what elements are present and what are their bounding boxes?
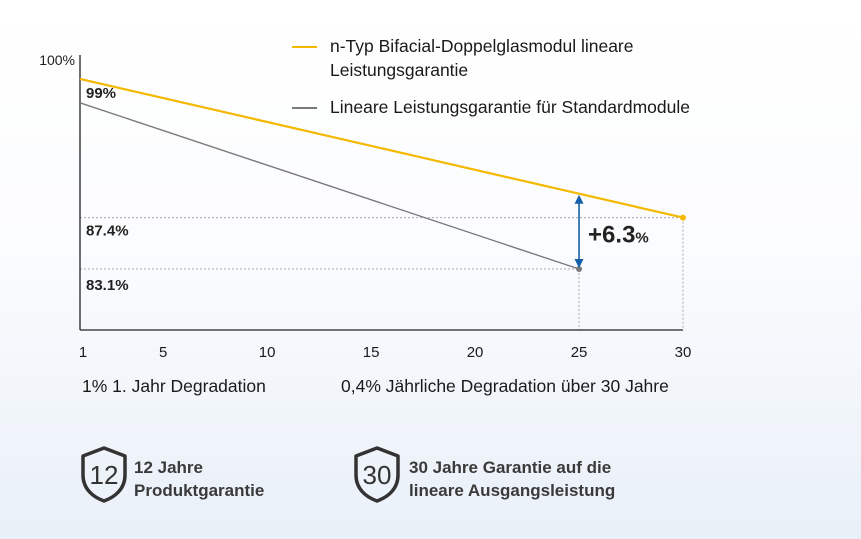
shield-12-icon: 12 bbox=[81, 446, 127, 503]
difference-arrow-head-up bbox=[574, 194, 584, 204]
shield-30-number: 30 bbox=[363, 460, 392, 490]
badge-product-warranty-line1: 12 Jahre bbox=[134, 458, 203, 477]
shield-30-icon: 30 bbox=[354, 446, 400, 503]
badge-product-warranty: 12 Jahre Produktgarantie bbox=[134, 456, 264, 502]
difference-unit: % bbox=[635, 229, 648, 246]
series-endpoint-bifacial bbox=[680, 214, 686, 221]
x-tick-25: 25 bbox=[571, 344, 588, 361]
caption-first-year-degradation: 1% 1. Jahr Degradation bbox=[82, 376, 266, 396]
label-standard-end-value: 83.1% bbox=[86, 277, 129, 294]
value-labels: 99% 87.4% 83.1% bbox=[86, 85, 129, 294]
badge-output-warranty: 30 Jahre Garantie auf die lineare Ausgan… bbox=[409, 456, 615, 502]
legend-label-standard: Lineare Leistungsgarantie für Standardmo… bbox=[330, 97, 690, 117]
x-tick-15: 15 bbox=[363, 344, 380, 361]
caption-annual-degradation: 0,4% Jährliche Degradation über 30 Jahre bbox=[341, 376, 669, 396]
difference-value: +6.3% bbox=[588, 221, 649, 248]
badge-output-warranty-line1: 30 Jahre Garantie auf die bbox=[409, 458, 612, 477]
x-tick-10: 10 bbox=[259, 344, 276, 361]
y-axis-top-label: 100% bbox=[39, 52, 75, 68]
guide-lines bbox=[80, 217, 684, 330]
series-line-standard bbox=[79, 102, 580, 270]
difference-arrow-head-down bbox=[574, 259, 584, 269]
x-tick-20: 20 bbox=[467, 344, 484, 361]
legend-swatch-standard bbox=[292, 107, 317, 109]
chart-series bbox=[79, 77, 686, 273]
warranty-chart: 100% 1 5 10 15 20 25 30 99%87.4%83.1% +6.3% bbox=[39, 52, 692, 361]
x-tick-1: 1 bbox=[79, 344, 87, 361]
legend-label-bifacial: n-Typ Bifacial-Doppelglasmodul lineare L… bbox=[330, 36, 634, 80]
difference-annotation: +6.3% bbox=[574, 194, 649, 269]
badge-product-warranty-line2: Produktgarantie bbox=[134, 481, 265, 500]
x-axis-ticks: 1 5 10 15 20 25 30 bbox=[79, 344, 692, 361]
difference-number: +6.3 bbox=[588, 221, 635, 248]
series-endpoint-standard bbox=[576, 266, 583, 273]
chart-axes: 100% bbox=[39, 52, 683, 331]
badge-output-warranty-line2: lineare Ausgangsleistung bbox=[409, 481, 616, 500]
x-tick-30: 30 bbox=[675, 344, 692, 361]
legend-swatch-bifacial bbox=[292, 46, 317, 48]
x-tick-5: 5 bbox=[159, 344, 167, 361]
label-start-value: 99% bbox=[86, 85, 116, 102]
label-bifacial-end-value: 87.4% bbox=[86, 223, 129, 240]
series-line-bifacial bbox=[79, 77, 684, 219]
shield-12-number: 12 bbox=[90, 460, 119, 490]
